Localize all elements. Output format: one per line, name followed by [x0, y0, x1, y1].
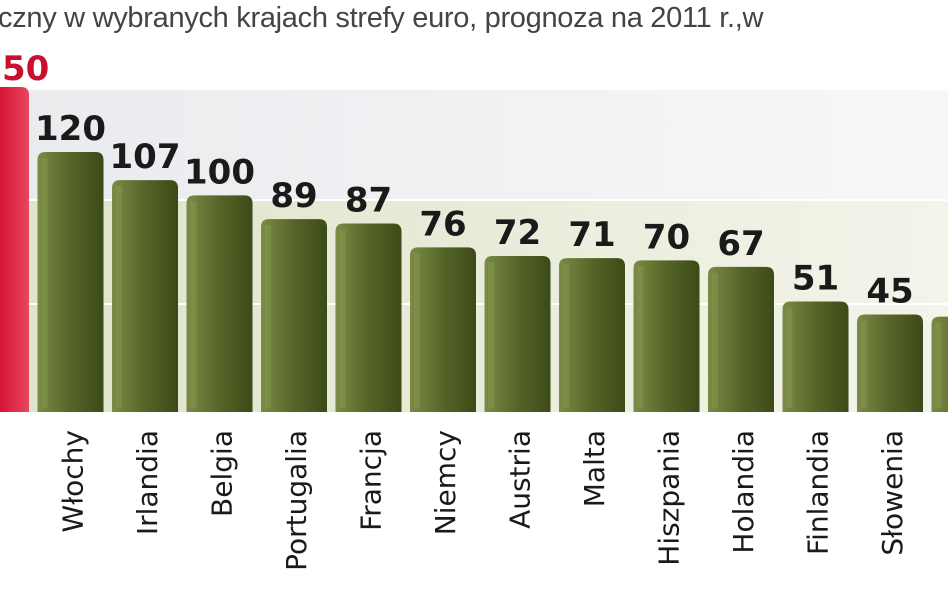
value-label: 107 [110, 137, 181, 177]
category-label: Portugalia [280, 430, 313, 571]
value-label: 71 [568, 215, 615, 255]
bar-Francja [335, 223, 402, 412]
bars [0, 87, 948, 412]
bar-sheen [41, 158, 48, 408]
bar-Belgia [186, 195, 253, 412]
category-label: Malta [578, 430, 611, 507]
value-label: 67 [717, 224, 764, 264]
category-label: Finlandia [802, 430, 835, 555]
bar-sheen [637, 266, 644, 408]
value-label: 70 [643, 217, 690, 257]
bar-sheen [339, 229, 346, 408]
category-label: Austria [504, 430, 537, 529]
value-label: 76 [419, 204, 466, 244]
bar-Włochy [37, 152, 104, 412]
category-label: Niemcy [429, 430, 462, 535]
category-label: Słowenia [876, 430, 909, 556]
value-label: 120 [35, 109, 106, 149]
bar-highlight [0, 87, 29, 412]
bar-sheen [265, 225, 271, 408]
bar-Finlandia [782, 301, 849, 412]
category-label: Hiszpania [653, 430, 686, 566]
bar-sheen [935, 322, 942, 408]
category-labels: Włochy Irlandia Belgia Portugalia Francja Nie… [57, 430, 910, 571]
bar-sheen [414, 253, 420, 408]
bar-sheen [712, 272, 718, 408]
category-label: Francja [355, 430, 388, 531]
bar-sheen [116, 186, 122, 408]
bar-Austria [484, 256, 551, 412]
value-label: 51 [792, 259, 839, 299]
chart-title: czny w wybranych krajach strefy euro, pr… [0, 2, 764, 34]
bar-Hiszpania [633, 260, 700, 412]
bar-sheen [563, 264, 569, 408]
bar-Malta [559, 258, 625, 412]
value-label: 89 [270, 176, 317, 216]
bar-Holandia [708, 266, 774, 412]
bar-Irlandia [112, 180, 178, 412]
category-label: Irlandia [131, 430, 164, 535]
category-label: Włochy [57, 430, 90, 532]
bar-Portugalia [261, 219, 327, 412]
bar-sheen [786, 307, 793, 408]
value-label: 72 [494, 213, 541, 253]
category-label: Holandia [727, 430, 760, 554]
bar-sheen [861, 320, 867, 408]
bar-sheen [488, 262, 495, 408]
bar-Niemcy [410, 247, 476, 412]
category-label: Belgia [206, 430, 239, 517]
value-label: 87 [345, 181, 392, 221]
bar-sheen [190, 201, 197, 408]
bar-Słowenia [857, 314, 923, 412]
value-label: 45 [866, 272, 913, 312]
bar-Słowacja [931, 316, 948, 412]
value-label: 50 [2, 49, 49, 89]
value-label: 100 [184, 152, 255, 192]
